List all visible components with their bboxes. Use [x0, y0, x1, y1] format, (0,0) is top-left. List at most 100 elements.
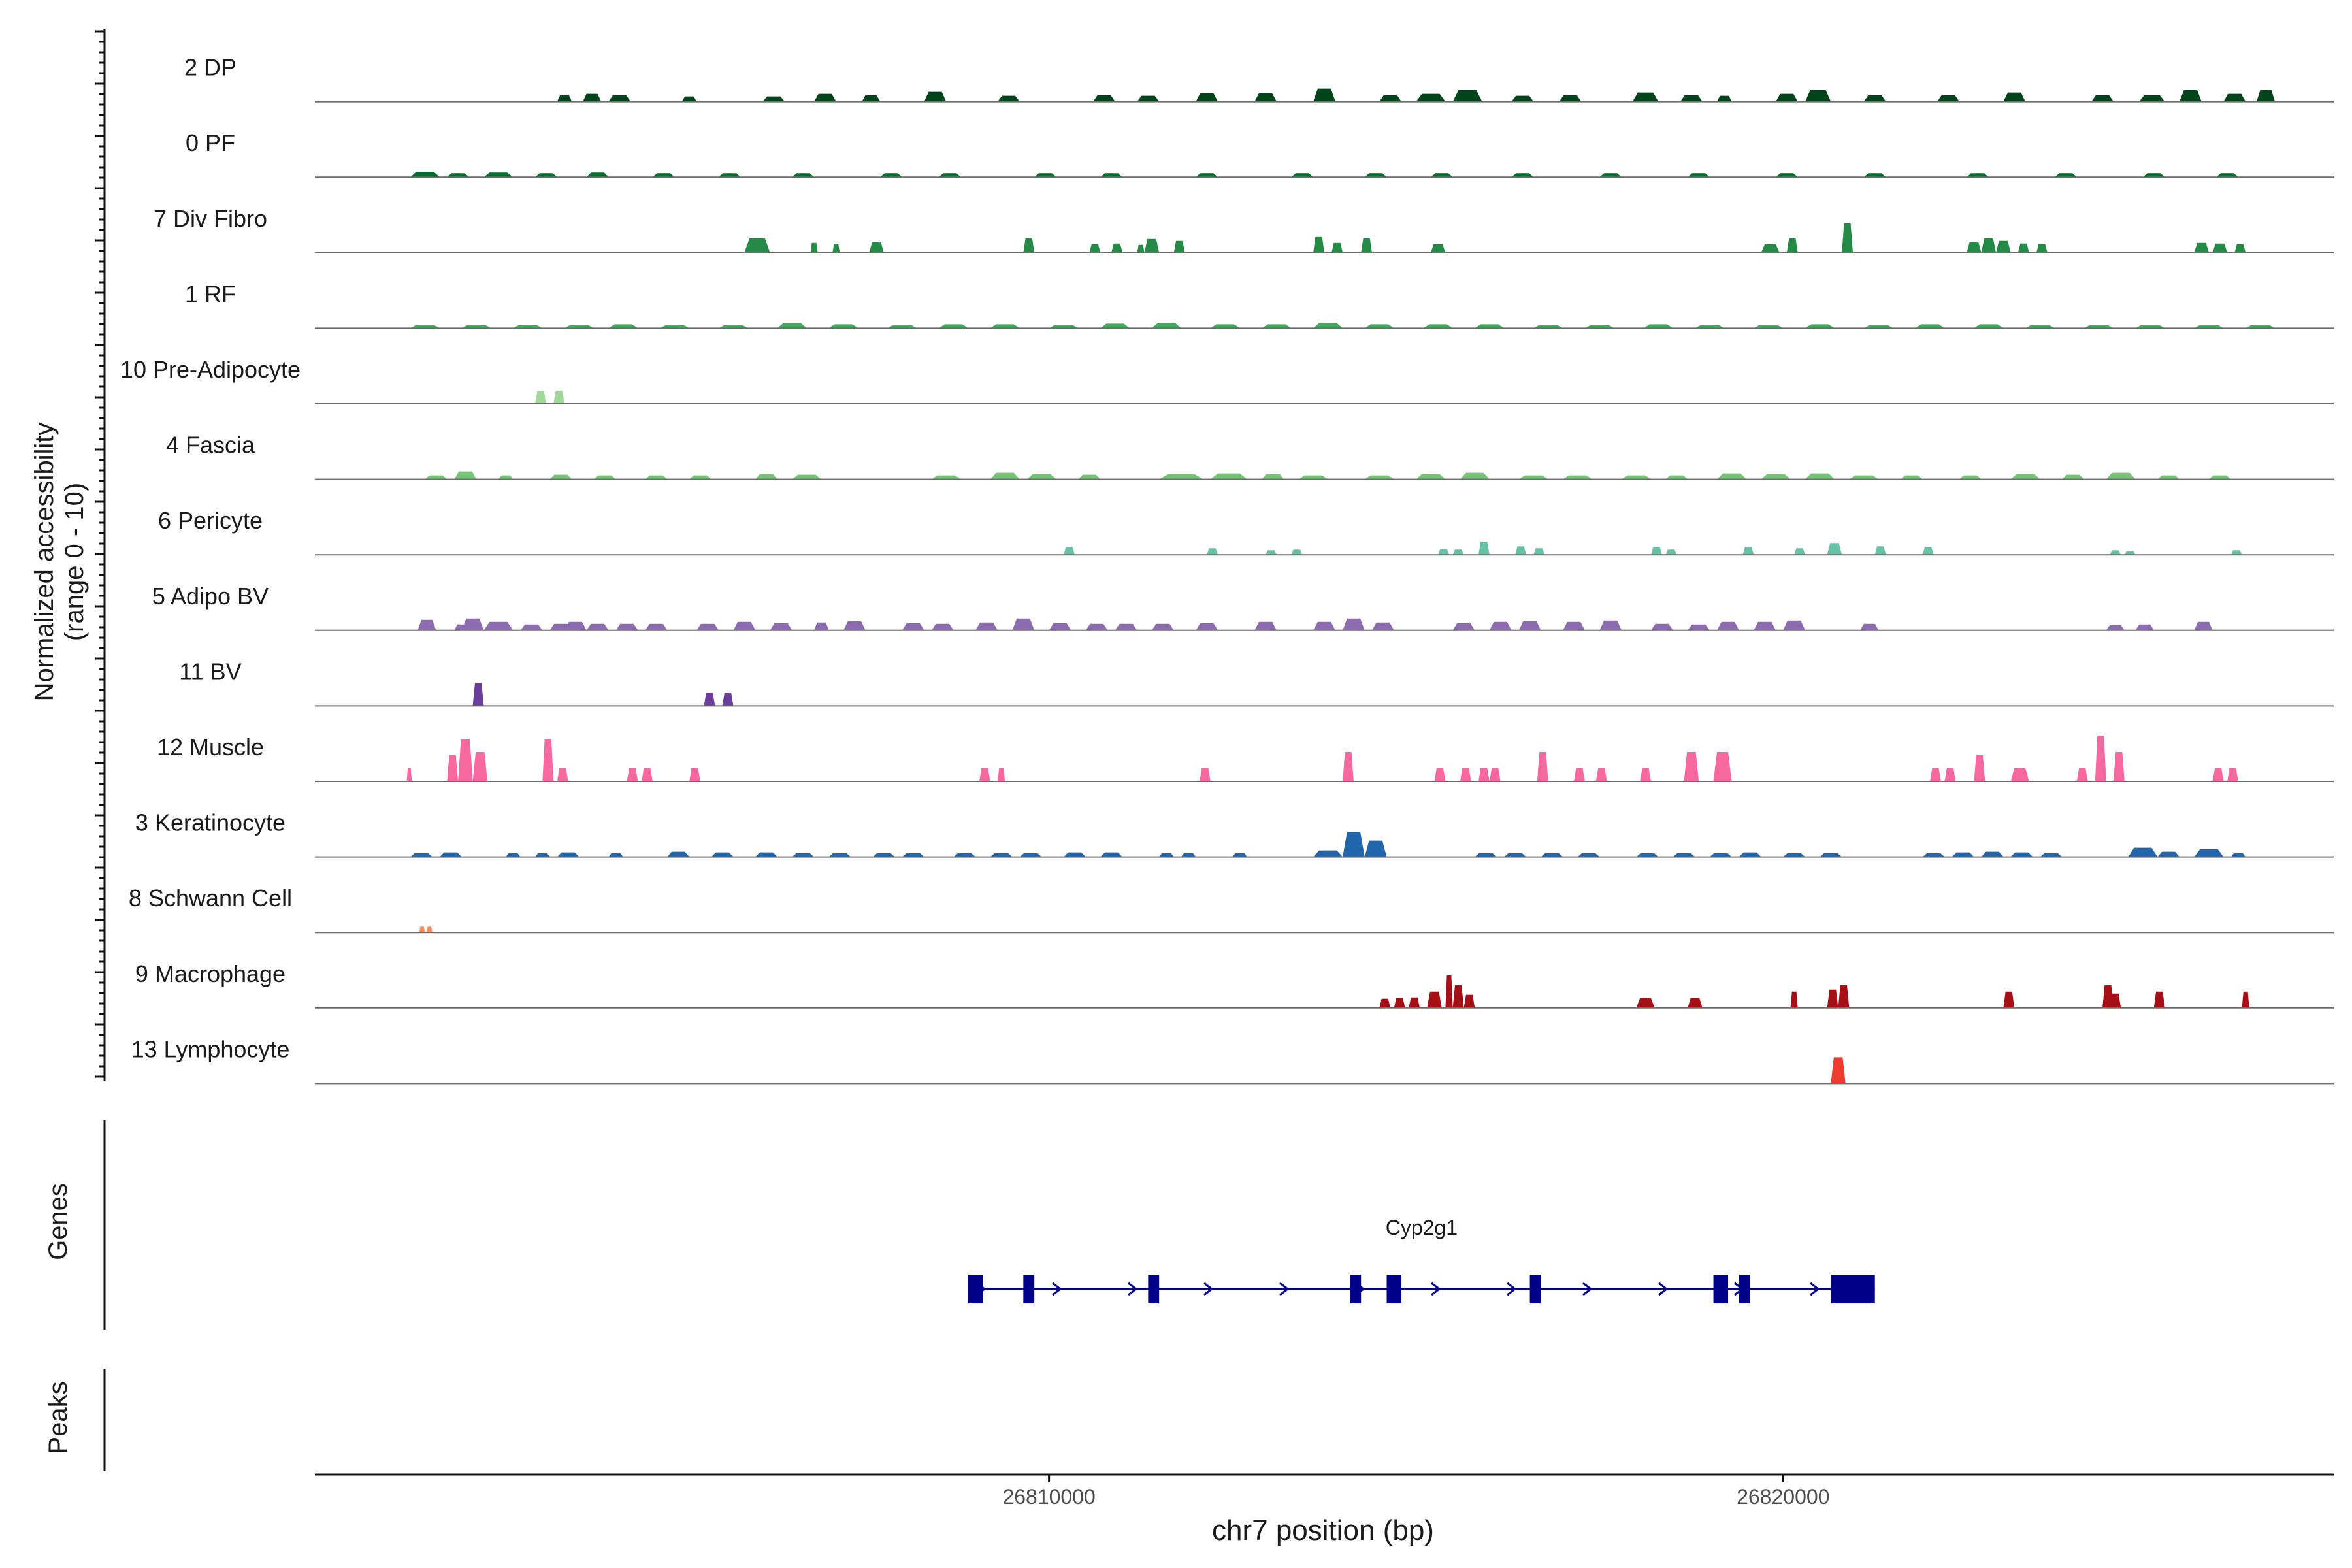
- coverage-peak: [1089, 244, 1101, 253]
- coverage-peak: [792, 173, 815, 178]
- coverage-peak: [939, 173, 961, 178]
- coverage-peak: [608, 853, 623, 857]
- coverage-peak: [1786, 238, 1798, 253]
- coverage-peak: [862, 95, 881, 102]
- coverage-peak: [2194, 325, 2224, 329]
- coverage-peak: [1805, 473, 1835, 480]
- coverage-peak: [1563, 621, 1585, 630]
- coverage-peak: [1313, 88, 1335, 102]
- coverage-peak: [1151, 323, 1181, 329]
- coverage-peak: [586, 623, 609, 630]
- coverage-peak: [458, 739, 473, 781]
- coverage-peak: [792, 853, 815, 857]
- coverage-peak: [1636, 853, 1659, 857]
- coverage-peak: [542, 739, 554, 781]
- coverage-peak: [447, 173, 469, 178]
- coverage-peak: [770, 623, 792, 630]
- coverage-peak: [608, 324, 638, 329]
- coverage-peak: [1640, 768, 1651, 781]
- coverage-peak: [645, 475, 668, 480]
- coverage-peak: [810, 242, 818, 253]
- coverage-peak: [1776, 93, 1798, 102]
- coverage-peak: [1361, 238, 1372, 253]
- coverage-peak: [1343, 832, 1365, 857]
- coverage-peak: [2003, 991, 2015, 1008]
- track: 1 RF: [185, 280, 2334, 329]
- coverage-peak: [924, 91, 947, 102]
- coverage-peak: [410, 172, 440, 178]
- coverage-peak: [417, 619, 436, 630]
- track: 12 Muscle: [157, 734, 2334, 782]
- coverage-peak: [1115, 623, 1137, 630]
- track: 8 Schwann Cell: [129, 885, 2334, 934]
- coverage-peak: [711, 852, 734, 857]
- coverage-peak: [1827, 989, 1838, 1008]
- coverage-peak: [1489, 621, 1512, 630]
- coverage-peak: [586, 172, 609, 178]
- coverage-peak: [2017, 243, 2029, 253]
- coverage-peak: [454, 471, 477, 480]
- coverage-peak: [1394, 998, 1405, 1008]
- coverage-peak: [1684, 752, 1699, 781]
- coverage-peak: [2139, 95, 2165, 102]
- coverage-peak: [2076, 768, 2088, 781]
- track-label: 4 Fascia: [166, 432, 255, 459]
- coverage-peak: [1159, 474, 1203, 480]
- coverage-peak: [998, 95, 1020, 102]
- track: 3 Keratinocyte: [135, 809, 2334, 858]
- coverage-peak: [1478, 768, 1490, 781]
- coverage-peak: [1298, 475, 1328, 480]
- coverage-peak: [755, 852, 777, 857]
- coverage-peak: [1515, 546, 1526, 555]
- coverage-peak: [689, 475, 711, 480]
- coverage-peak: [1559, 95, 1582, 102]
- track-label: 13 Lymphocyte: [131, 1036, 290, 1062]
- coverage-peak: [939, 324, 968, 329]
- coverage-peak: [1688, 173, 1710, 178]
- coverage-peak: [777, 323, 807, 329]
- coverage-peak: [1838, 985, 1850, 1008]
- coverage-peak: [1754, 325, 1784, 329]
- track-label: 3 Keratinocyte: [135, 809, 286, 836]
- coverage-peak: [608, 95, 631, 102]
- coverage-peak: [1313, 850, 1343, 857]
- coverage-peak: [1967, 173, 1989, 178]
- coverage-peak: [2003, 92, 2026, 102]
- coverage-peak: [498, 475, 514, 480]
- coverage-peak: [472, 683, 484, 706]
- coverage-peak: [2194, 242, 2209, 253]
- coverage-peak: [1937, 95, 1959, 102]
- gene-label: Cyp2g1: [1386, 1216, 1458, 1239]
- coverage-peak: [1313, 621, 1335, 630]
- coverage-peak: [1064, 852, 1086, 857]
- track-label: 5 Adipo BV: [152, 583, 269, 610]
- coverage-peak: [689, 768, 700, 781]
- coverage-peak: [660, 325, 690, 329]
- coverage-peak: [2194, 621, 2213, 630]
- coverage-peak: [1533, 548, 1545, 555]
- coverage-peak: [2212, 768, 2224, 781]
- coverage-peak: [1151, 623, 1174, 630]
- coverage-peak: [1794, 548, 1805, 555]
- coverage-peak: [1922, 853, 1945, 857]
- coverage-peak: [1200, 768, 1211, 781]
- track-label: 10 Pre-Adipocyte: [120, 356, 301, 383]
- coverage-peak: [1232, 853, 1247, 857]
- coverage-peak: [2135, 624, 2154, 630]
- coverage-peak: [2227, 768, 2238, 781]
- coverage-peak: [2010, 768, 2029, 781]
- coverage-peak: [1688, 624, 1710, 630]
- coverage-peak: [1434, 768, 1446, 781]
- coverage-peak: [1761, 244, 1780, 253]
- coverage-peak: [902, 853, 924, 857]
- coverage-peak: [2062, 474, 2084, 480]
- coverage-peak: [953, 853, 976, 857]
- coverage-peak: [667, 851, 690, 857]
- coverage-peak: [1416, 474, 1446, 480]
- coverage-peak: [1504, 853, 1526, 857]
- coverage-peak: [2153, 991, 2165, 1008]
- coverage-peak: [762, 96, 785, 102]
- coverage-peak: [1863, 95, 1886, 102]
- coverage-peak: [594, 475, 616, 480]
- coverage-peak: [557, 95, 572, 102]
